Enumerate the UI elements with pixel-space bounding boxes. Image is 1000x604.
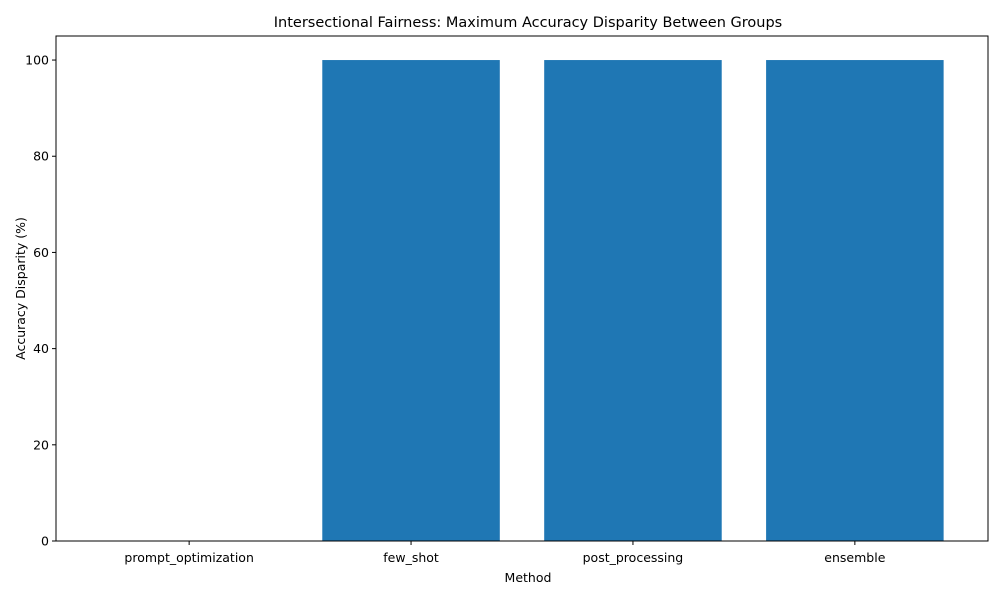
bar-ensemble: [766, 60, 944, 542]
x-axis-label: Method: [505, 570, 552, 585]
y-axis-label: Accuracy Disparity (%): [13, 217, 28, 360]
x-tick-label: prompt_optimization: [124, 550, 253, 565]
y-tick-label: 20: [33, 437, 49, 452]
x-tick-label: post_processing: [583, 550, 684, 565]
y-tick-label: 0: [41, 534, 49, 549]
y-axis-ticks: 0 20 40 60 80 100: [25, 53, 56, 549]
x-axis-ticks: prompt_optimization few_shot post_processi…: [124, 541, 886, 565]
bar-post-processing: [544, 60, 722, 542]
y-tick-label: 60: [33, 245, 49, 260]
plot-frame: [55, 35, 989, 542]
x-tick-label: few_shot: [383, 550, 439, 565]
y-tick-label: 80: [33, 149, 49, 164]
y-tick-label: 100: [25, 53, 49, 68]
bar-few-shot: [322, 60, 500, 542]
x-tick-label: ensemble: [824, 550, 885, 565]
chart-title: Intersectional Fairness: Maximum Accurac…: [274, 15, 782, 31]
y-tick-label: 40: [33, 341, 49, 356]
bars-layer: [322, 60, 944, 542]
